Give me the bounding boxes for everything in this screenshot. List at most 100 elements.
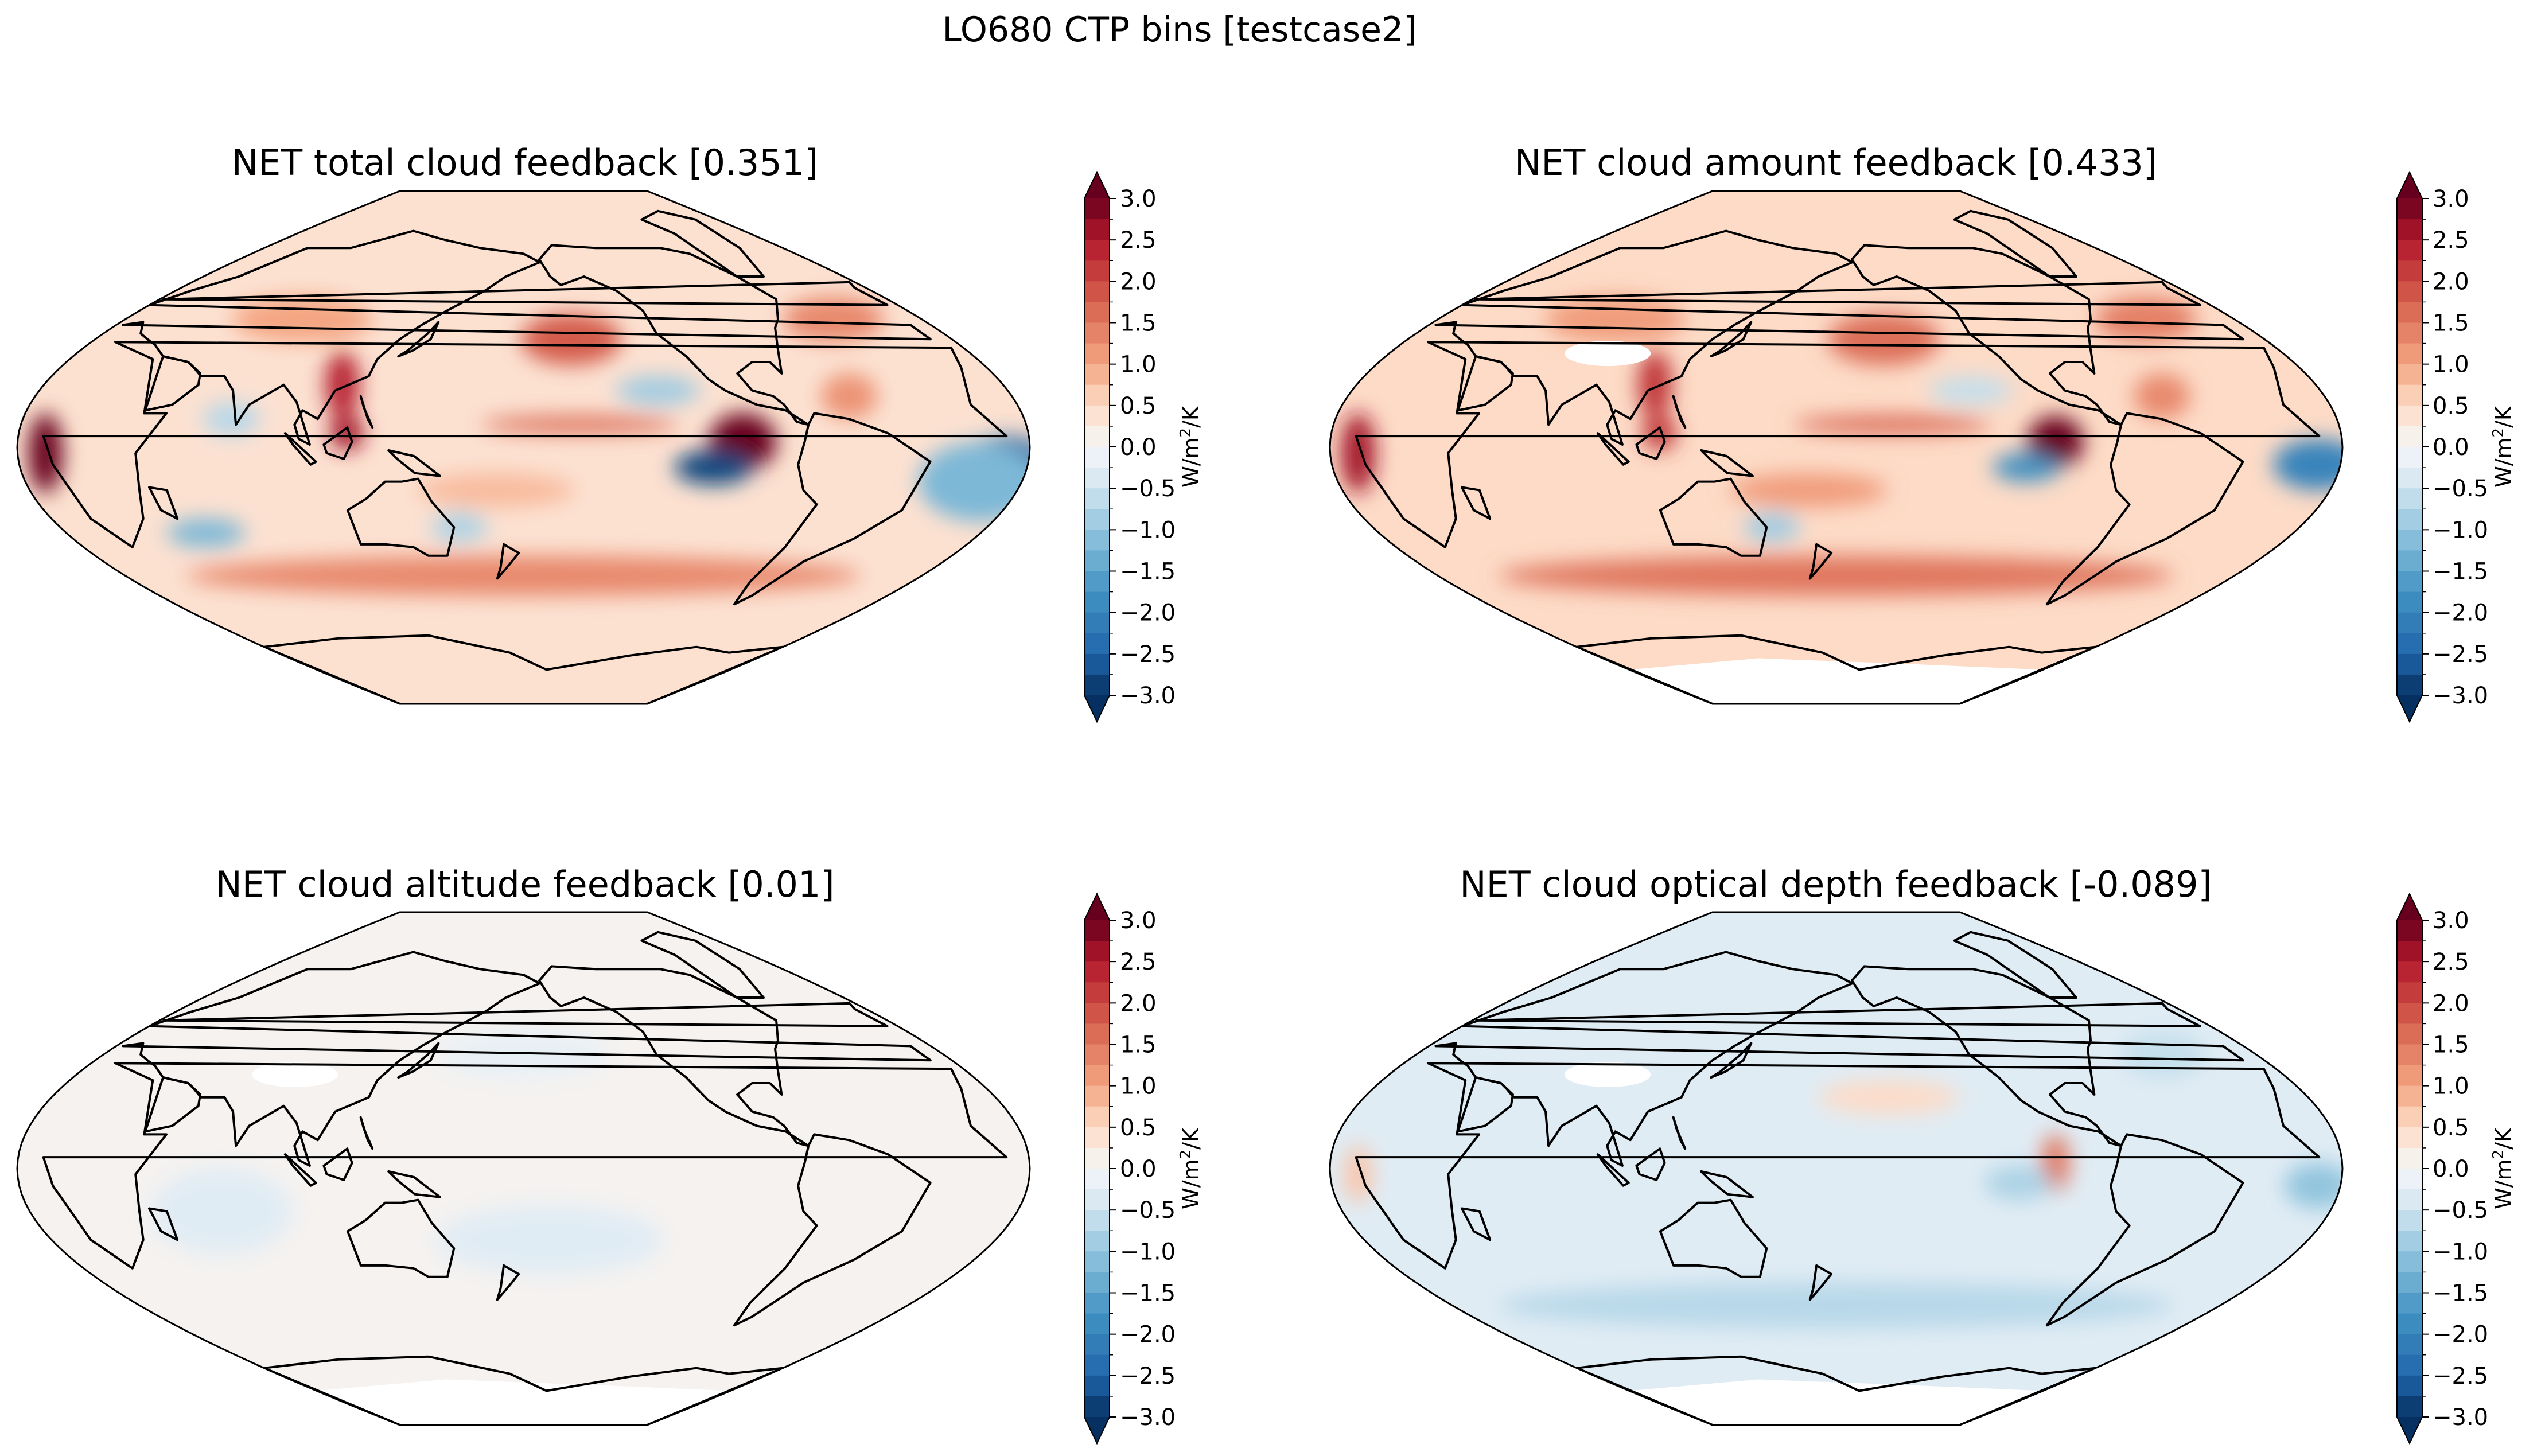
field-anomaly — [1499, 555, 2174, 596]
field-anomaly — [417, 473, 575, 508]
colorbar-segment — [1084, 982, 1110, 1003]
map-border — [16, 190, 1031, 705]
coastline-greenland — [640, 209, 765, 278]
colorbar-segment — [1084, 1231, 1110, 1252]
colorbar-segment — [2397, 591, 2422, 613]
colorbar-segment — [1084, 961, 1110, 983]
colorbar-segment — [1084, 653, 1110, 675]
colorbar-segment — [1084, 1147, 1110, 1169]
colorbar-segment — [2397, 674, 2422, 696]
field-anomaly — [2284, 1163, 2342, 1209]
field-anomaly — [29, 413, 63, 493]
coastline-philippines — [359, 395, 374, 429]
colorbar-segment — [2397, 509, 2422, 530]
colorbar-tick-label: 3.0 — [2433, 908, 2469, 934]
field-anomaly — [1928, 376, 2013, 405]
colorbar-tick-label: 0.0 — [1120, 1156, 1157, 1182]
colorbar-segment — [2397, 633, 2422, 655]
colorbar-segment — [2397, 1354, 2422, 1376]
colorbar-segment — [1084, 219, 1110, 240]
coastlines — [1355, 931, 2321, 1425]
colorbar-tick-label: 2.5 — [2433, 949, 2469, 975]
colorbar-segment — [2397, 281, 2422, 303]
coastline-namerica — [1851, 244, 2123, 426]
colorbar-tick-label: −3.0 — [1120, 1404, 1176, 1431]
colorbar-segment — [1084, 198, 1110, 220]
coastline-madagascar — [1461, 1207, 1492, 1241]
colorbar-segment — [1084, 530, 1110, 551]
colorbar-segment — [2397, 612, 2422, 634]
colorbar-segment — [2397, 302, 2422, 324]
colorbar-segment — [1084, 941, 1110, 962]
colorbar-segment — [2397, 982, 2422, 1003]
colorbar-tick-label: −0.5 — [1120, 476, 1176, 502]
field-anomaly — [1827, 313, 1940, 365]
coastline-uk — [1475, 281, 2201, 306]
colorbar-segment — [2397, 1396, 2422, 1418]
colorbar-tick-label: 1.0 — [2433, 1073, 2469, 1100]
field-anomaly — [2273, 439, 2342, 490]
coastline-madagascar — [1461, 486, 1492, 520]
field-anomaly — [1499, 1282, 2174, 1329]
colorbar-segment — [1084, 674, 1110, 696]
field-anomaly — [2120, 1031, 2205, 1078]
field-anomaly — [918, 442, 1030, 522]
field-anomaly — [1744, 513, 1800, 542]
colorbar-tick-label: −2.5 — [1120, 1363, 1176, 1389]
colorbar-segment — [2397, 1375, 2422, 1397]
colorbar-segment — [1084, 281, 1110, 303]
coastline-africa — [42, 341, 1008, 548]
panel-optical-depth: NET cloud optical depth feedback [-0.089… — [1329, 863, 2516, 1445]
coastline-madagascar — [148, 1207, 179, 1241]
coastline-borneo — [1635, 426, 1666, 460]
colorbar-tick-label: 3.0 — [1120, 186, 1157, 212]
colorbar-segment — [2397, 260, 2422, 282]
colorbar-tick-label: 2.0 — [1120, 268, 1157, 295]
map-area — [1329, 911, 2344, 1426]
colorbar-segment — [1084, 322, 1110, 344]
colorbar-tick-label: 3.0 — [1120, 908, 1157, 934]
coastline-samerica — [733, 1133, 932, 1327]
missing-data — [1565, 341, 1651, 367]
coastline-africa — [1355, 341, 2321, 548]
coastline-newguinea — [1700, 449, 1754, 477]
colorbar: 3.0 2.5 2.0 1.5 1.0 0.5 0.0 −0.5 −1.0 −1.5 −2.0 −2.… — [1084, 892, 1204, 1445]
coastline-uk — [162, 281, 889, 306]
colorbar-tick-label: −1.0 — [2433, 517, 2488, 543]
coastline-borneo — [322, 426, 353, 460]
coastline-antarctic — [1575, 634, 2097, 704]
colorbar-segment — [2397, 1272, 2422, 1294]
colorbar-label: W/m2/K — [1177, 406, 1204, 488]
coastline-newzealand — [496, 1264, 520, 1301]
coastline-greenland — [640, 931, 765, 999]
field-anomaly — [437, 1205, 663, 1274]
field-anomaly — [186, 555, 861, 596]
colorbar-tick-label: 2.5 — [1120, 227, 1157, 254]
colorbar-segment — [2397, 1313, 2422, 1335]
coastline-newzealand — [1808, 543, 1833, 580]
field-anomaly — [151, 1169, 292, 1254]
colorbar-tick-label: −2.5 — [2433, 641, 2488, 668]
colorbar-segment — [1084, 343, 1110, 365]
colorbar-segment — [2397, 1334, 2422, 1356]
colorbar-segment — [1084, 1354, 1110, 1376]
field-anomaly — [616, 376, 701, 405]
coastline-newzealand — [496, 543, 520, 580]
colorbar-segment — [2397, 550, 2422, 572]
colorbar-segment — [2397, 1106, 2422, 1128]
field-anomaly — [1341, 413, 1375, 493]
colorbar-segment — [1084, 1023, 1110, 1045]
coastline-australia — [346, 477, 456, 557]
colorbar-tick-label: −2.5 — [2433, 1363, 2488, 1389]
map-area — [16, 911, 1031, 1426]
colorbar-segment — [1084, 468, 1110, 489]
coastline-japan — [1710, 1042, 1753, 1079]
field-anomaly — [325, 351, 359, 419]
field-anomaly — [1984, 1166, 2053, 1200]
colorbar-tick-label: −1.5 — [1120, 1280, 1176, 1307]
colorbar-segment — [1084, 571, 1110, 593]
coastline-namerica — [1851, 965, 2123, 1147]
field-anomaly — [674, 450, 753, 485]
colorbar-tick-label: −1.0 — [2433, 1239, 2488, 1265]
colorbar-segment — [1084, 1396, 1110, 1418]
